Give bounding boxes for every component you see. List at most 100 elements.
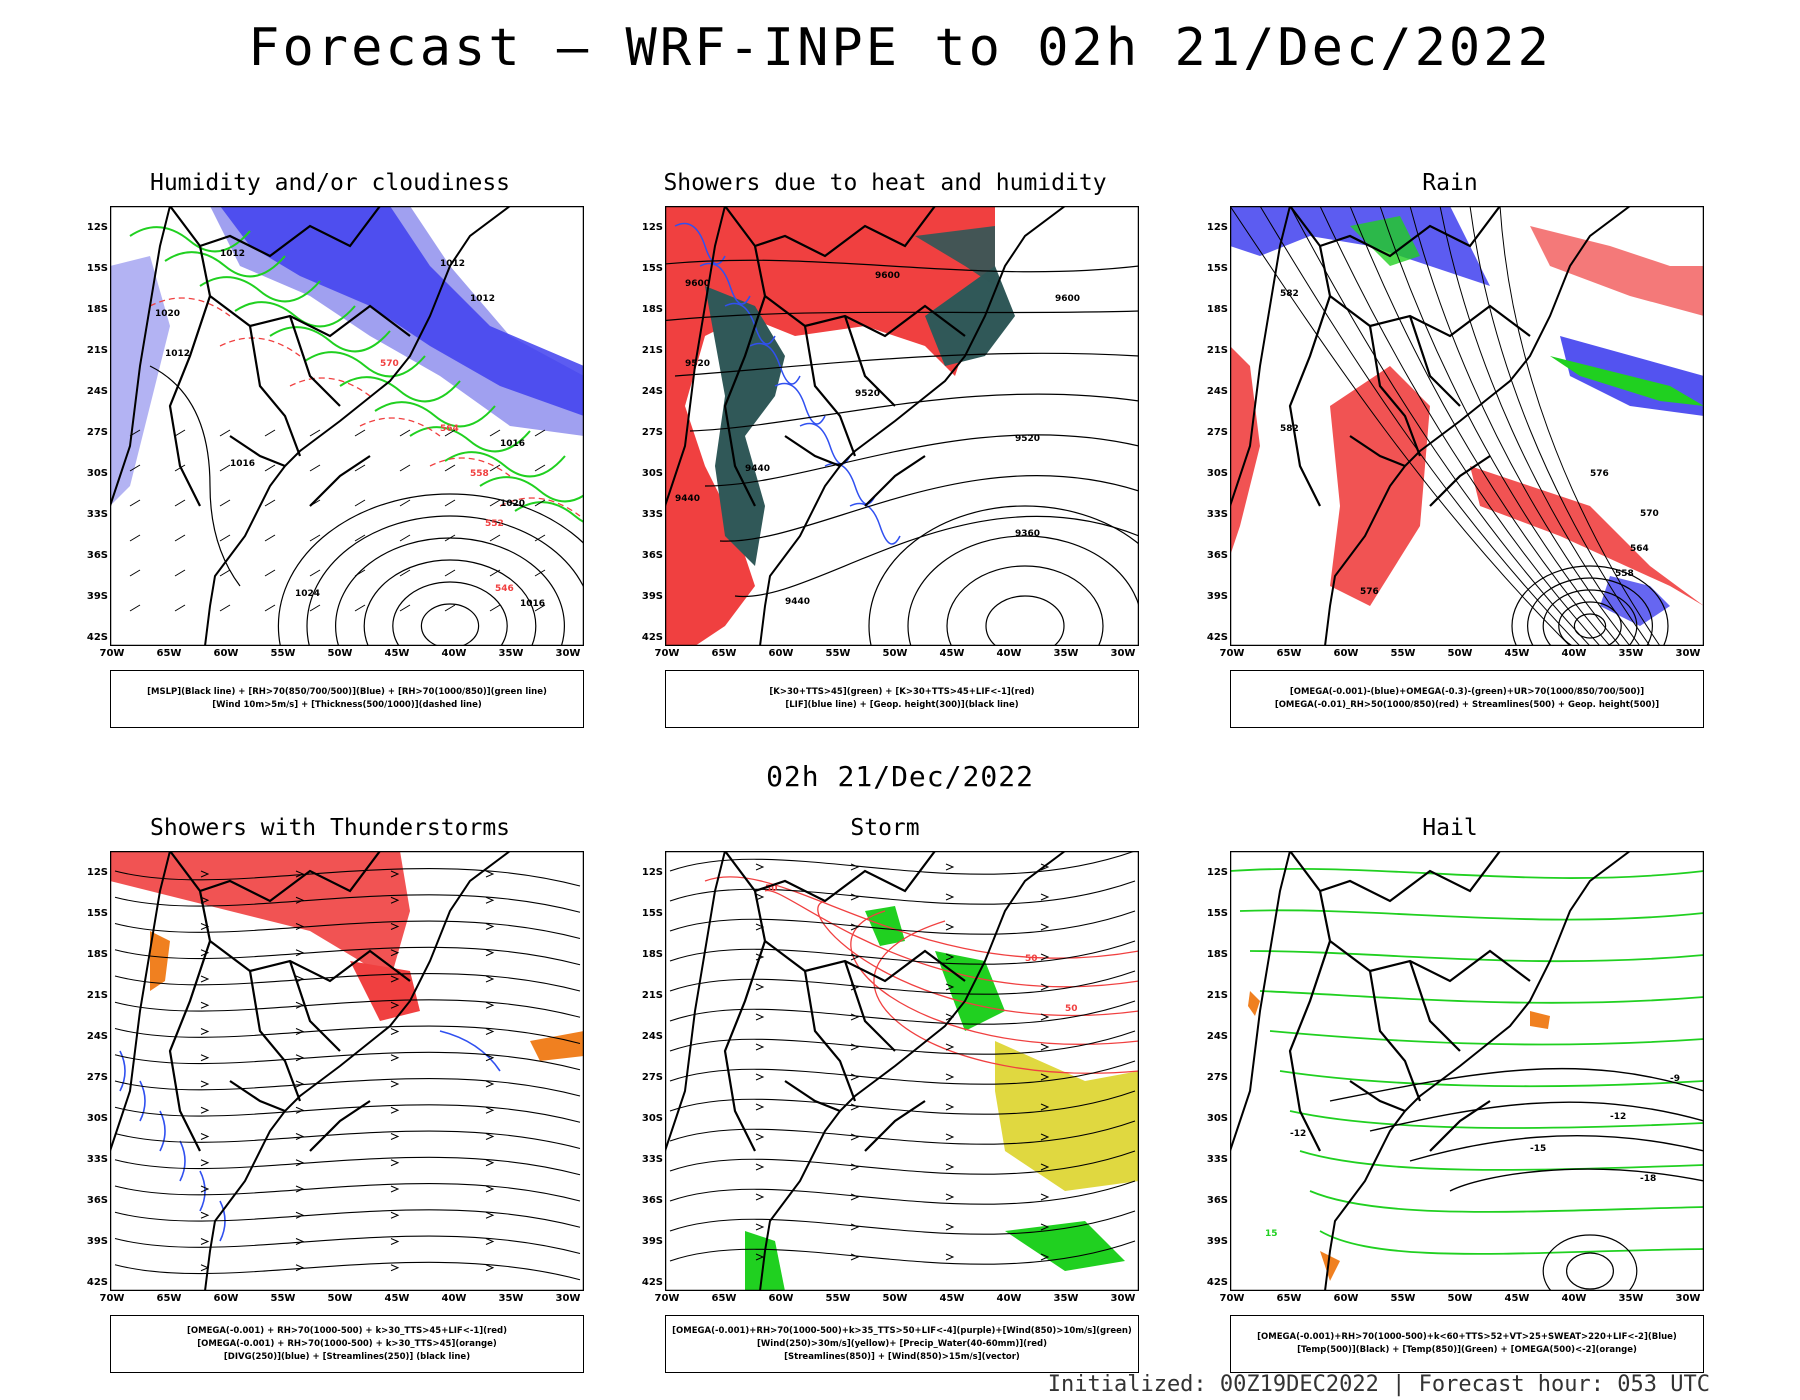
geop-height-line xyxy=(1558,601,1622,646)
contour-label: 564 xyxy=(1630,544,1649,554)
streamline xyxy=(114,1025,581,1045)
streamline xyxy=(669,1120,1136,1145)
contour-label: -12 xyxy=(1610,1112,1626,1122)
map-frame xyxy=(110,851,584,1291)
thickness-dashed-line xyxy=(219,337,301,357)
streamline xyxy=(669,851,1136,875)
divergence-blue xyxy=(439,1030,501,1072)
contour-label: 1016 xyxy=(520,599,545,609)
country-border xyxy=(723,851,966,1152)
panel-thunderstorms: Showers with Thunderstorms 12S 15S 18S 21S 24… xyxy=(70,815,590,1385)
geop-height-line xyxy=(665,259,1139,273)
wind-barb xyxy=(129,604,141,612)
lat-tick-label: 27S xyxy=(86,1072,108,1083)
streamline-arrow xyxy=(1040,1163,1050,1171)
wind-barb xyxy=(444,534,456,542)
panel-showers-heat: Showers due to heat and humidity 9600 9600… xyxy=(625,170,1145,740)
omega500-orange xyxy=(1248,991,1260,1016)
streamline xyxy=(669,970,1136,995)
map-border xyxy=(665,206,1139,646)
streamline-arrow xyxy=(295,1185,305,1193)
thunderstorm-orange xyxy=(150,931,170,991)
country-border xyxy=(1288,851,1531,1152)
omega-rh-red xyxy=(1530,226,1704,316)
lon-tick-label: 65W xyxy=(1276,1293,1302,1304)
thickness-dashed-line xyxy=(499,497,581,517)
streamline-arrow xyxy=(485,975,495,983)
temp850-green-line xyxy=(1230,868,1704,879)
lat-tick-label: 12S xyxy=(86,222,108,233)
lon-tick-label: 30W xyxy=(1675,1293,1701,1304)
lon-tick-label: 50W xyxy=(1447,648,1473,659)
lat-tick-label: 27S xyxy=(1206,427,1228,438)
lon-tick-label: 65W xyxy=(156,1293,182,1304)
lon-tick-label: 60W xyxy=(213,1293,239,1304)
streamline-arrow xyxy=(1040,1193,1050,1201)
thickness-dashed-line xyxy=(289,377,371,397)
streamline-arrow xyxy=(850,1253,860,1261)
lon-tick-label: 40W xyxy=(996,648,1022,659)
temp500-black-line xyxy=(1369,1101,1704,1132)
rh-low-green-line xyxy=(374,401,496,428)
contour-label: 9440 xyxy=(675,494,700,504)
streamline-arrow xyxy=(200,1001,210,1009)
streamline-arrow xyxy=(485,1054,495,1062)
contour-label: 570 xyxy=(1640,509,1659,519)
lat-tick-label: 21S xyxy=(1206,345,1228,356)
wind-barb xyxy=(444,569,456,577)
lon-tick-label: 45W xyxy=(939,1293,965,1304)
legend-line: [MSLP](Black line) + [RH>70(850/700/500)… xyxy=(147,687,547,697)
lon-tick-label: 45W xyxy=(939,648,965,659)
temp500-black-line xyxy=(1449,1168,1704,1192)
lon-tick-label: 30W xyxy=(1110,1293,1136,1304)
streamline-arrow xyxy=(755,1073,765,1081)
wind-barb xyxy=(354,604,366,612)
lat-tick-label: 39S xyxy=(641,1236,663,1247)
lif-blue-line xyxy=(749,342,801,385)
streamline xyxy=(1319,206,1601,646)
map-canvas xyxy=(110,851,584,1291)
streamline xyxy=(114,1183,581,1202)
temp850-green-line xyxy=(1279,1070,1704,1088)
streamline xyxy=(114,894,581,913)
contour-label: 564 xyxy=(440,424,459,434)
streamline-arrow xyxy=(755,1043,765,1051)
lat-tick-label: 42S xyxy=(641,1277,663,1288)
lon-tick-label: 60W xyxy=(1333,648,1359,659)
country-border xyxy=(168,206,411,507)
panel-humidity: Humidity and/or cloudiness 1012 1012 1012 10… xyxy=(70,170,590,740)
lon-tick-label: 30W xyxy=(1110,648,1136,659)
lon-tick-label: 70W xyxy=(654,1293,680,1304)
wind-barb xyxy=(354,429,366,437)
geop-height-line xyxy=(985,595,1065,646)
wind-barb xyxy=(309,534,321,542)
wind-barb xyxy=(444,464,456,472)
lat-tick-label: 36S xyxy=(641,1195,663,1206)
rh-low-green-line xyxy=(514,501,584,524)
streamline-arrow xyxy=(200,1133,210,1140)
lat-tick-label: 33S xyxy=(86,509,108,520)
mslp-isobar xyxy=(277,493,584,646)
streamline-arrow xyxy=(295,1001,305,1009)
streamline-arrow xyxy=(485,1264,495,1272)
omega-blue xyxy=(1230,206,1490,286)
coastline xyxy=(110,206,584,646)
streamline-arrow xyxy=(295,1028,305,1035)
map-canvas: 9600 9600 9600 9520 9520 9520 9440 9440 9360 9440 xyxy=(665,206,1139,646)
streamline xyxy=(114,999,581,1018)
lat-tick-label: 24S xyxy=(641,1031,663,1042)
streamline xyxy=(1469,206,1651,646)
lat-tick-label: 36S xyxy=(641,550,663,561)
geop-height-line xyxy=(907,535,1139,646)
streamline-arrow xyxy=(200,1080,210,1088)
wind-barb xyxy=(354,534,366,542)
lif-blue-line xyxy=(849,502,901,545)
contour-label: 9520 xyxy=(855,389,880,399)
rh-low-green-line xyxy=(234,301,356,328)
temp850-green-line xyxy=(1289,1110,1704,1129)
streamline-arrow xyxy=(1040,1013,1050,1021)
precip-water-red xyxy=(704,876,1139,959)
lon-tick-label: 30W xyxy=(555,1293,581,1304)
streamline-arrow xyxy=(850,953,860,961)
legend-line: [OMEGA(-0.001) + RH>70(1000-500) + k>30_… xyxy=(187,1325,507,1336)
